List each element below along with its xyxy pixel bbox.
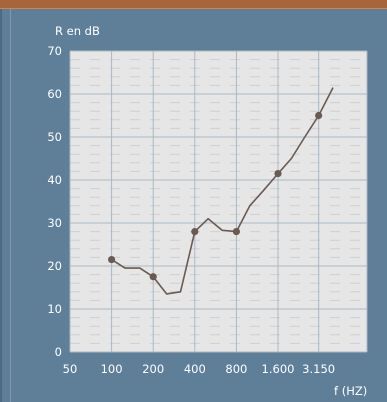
panel-border bbox=[10, 9, 11, 402]
data-point bbox=[149, 273, 157, 281]
y-tick-label: 20 bbox=[47, 259, 62, 273]
x-tick-label: 400 bbox=[184, 362, 206, 376]
data-point bbox=[274, 169, 282, 178]
header-bar bbox=[0, 0, 387, 8]
data-point bbox=[232, 228, 240, 236]
x-tick-label: 1.600 bbox=[262, 362, 295, 376]
y-tick-label: 70 bbox=[47, 44, 62, 58]
y-tick-label: 30 bbox=[47, 216, 62, 230]
y-tick-label: 60 bbox=[47, 87, 62, 101]
x-axis-title: f (HZ) bbox=[334, 384, 367, 398]
series-line bbox=[111, 87, 334, 295]
data-point bbox=[315, 111, 323, 120]
plot-area bbox=[70, 51, 367, 352]
y-tick-labels: 0 10 20 30 40 50 60 70 bbox=[47, 44, 62, 359]
grid bbox=[69, 50, 368, 353]
left-border bbox=[0, 9, 2, 402]
y-tick-label: 0 bbox=[55, 345, 62, 359]
data-point bbox=[191, 228, 199, 236]
x-tick-label: 800 bbox=[225, 362, 247, 376]
x-tick-labels: 50 100 200 400 800 1.600 3.150 bbox=[63, 362, 335, 376]
x-tick-label: 3.150 bbox=[302, 362, 335, 376]
y-tick-label: 10 bbox=[47, 302, 62, 316]
x-tick-label: 100 bbox=[101, 362, 123, 376]
x-tick-label: 200 bbox=[142, 362, 164, 376]
header-divider bbox=[0, 8, 387, 9]
y-tick-label: 40 bbox=[47, 173, 62, 187]
x-tick-label: 50 bbox=[63, 362, 78, 376]
y-axis-title: R en dB bbox=[55, 24, 100, 38]
y-tick-label: 50 bbox=[47, 130, 62, 144]
data-point bbox=[108, 255, 116, 264]
series-markers bbox=[108, 111, 323, 281]
